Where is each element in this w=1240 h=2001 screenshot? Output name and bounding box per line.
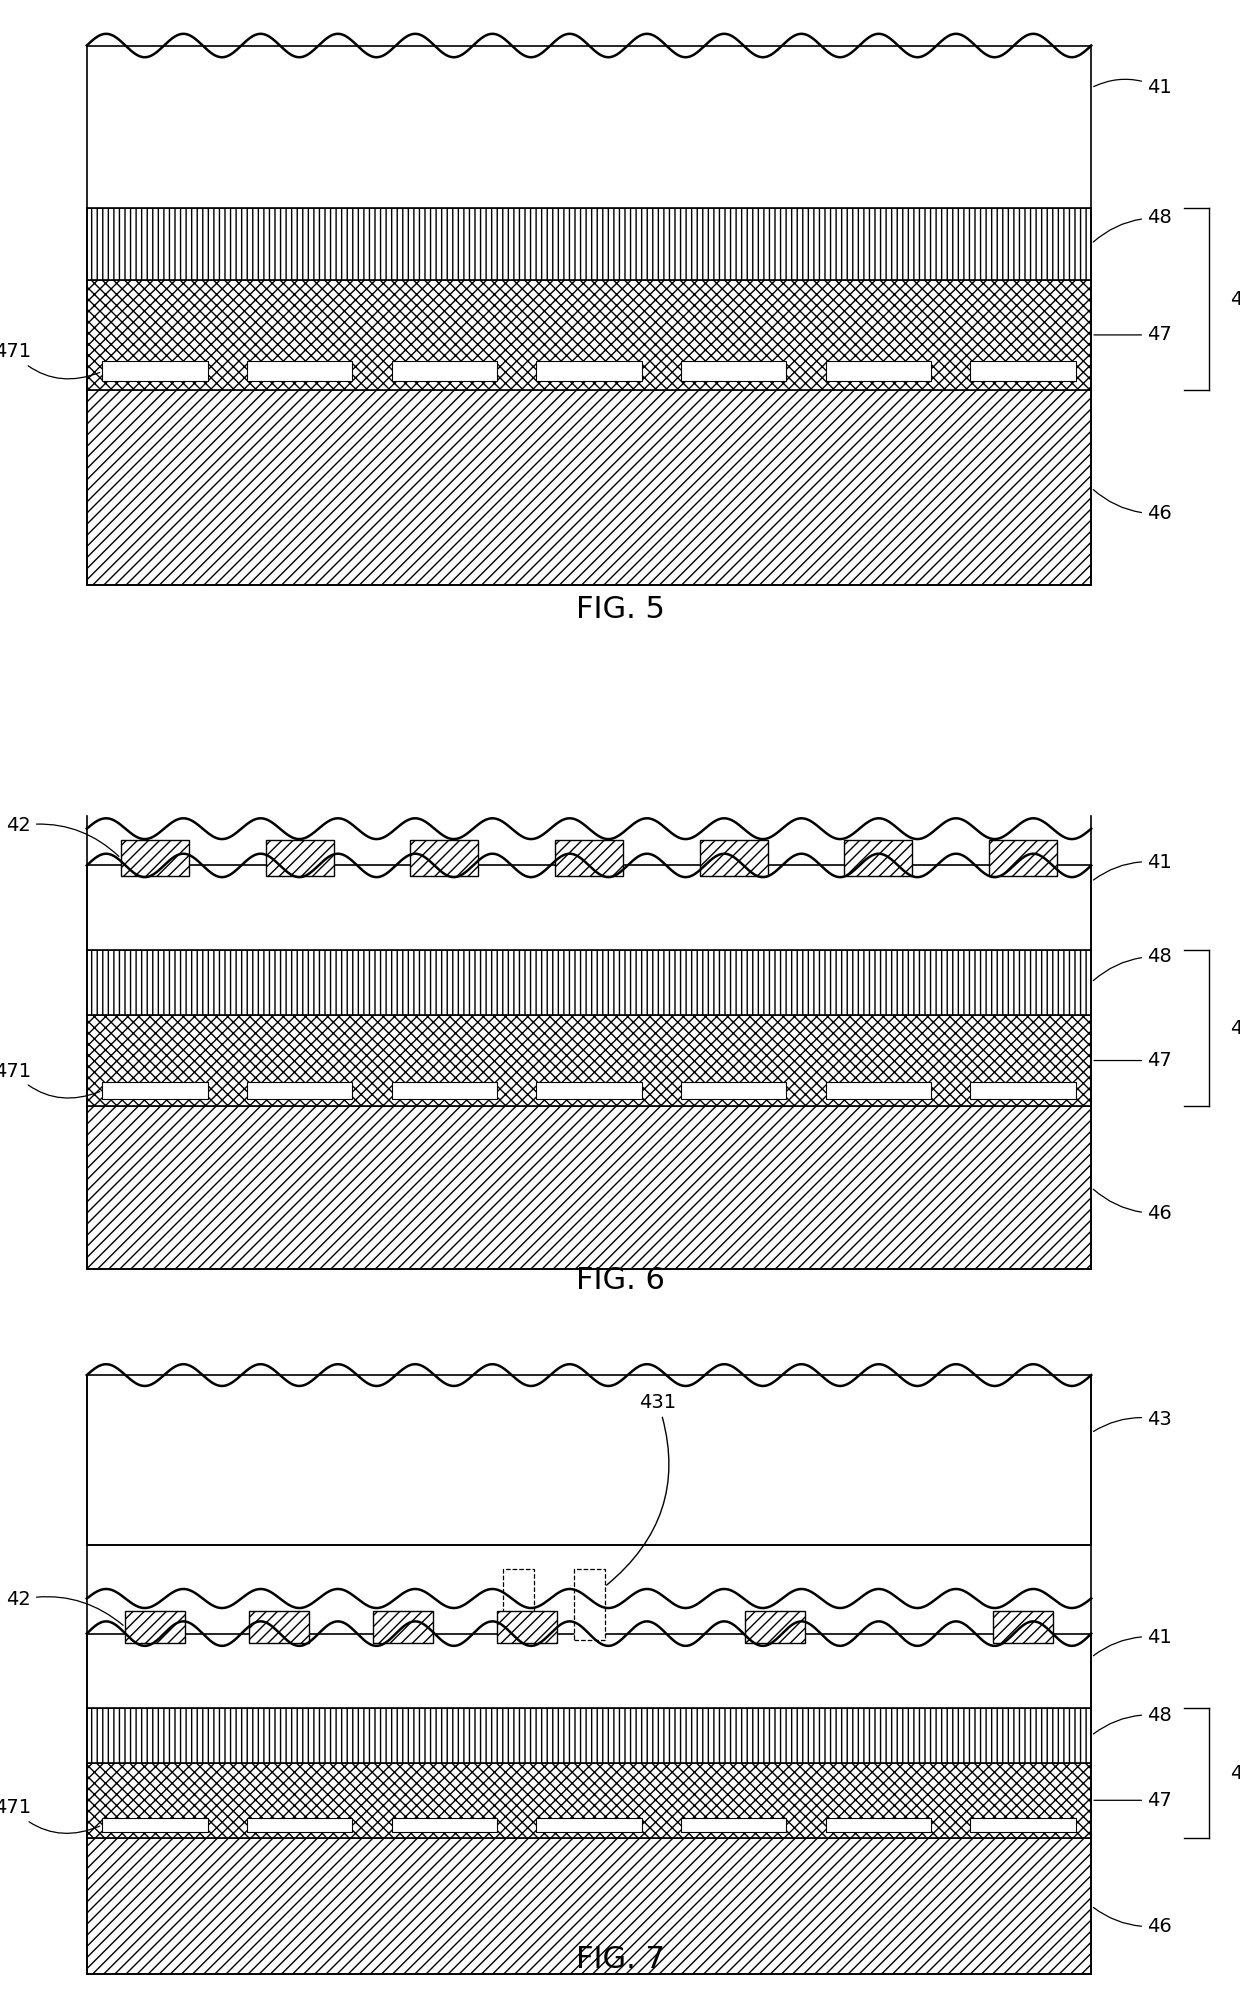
Bar [87,950,1091,1015]
Text: 471: 471 [0,1799,99,1833]
Text: 42: 42 [6,816,119,856]
Bar [970,1819,1075,1831]
Bar [87,864,1091,950]
Bar [87,1837,1091,1973]
Text: FIG. 6: FIG. 6 [575,1267,665,1295]
Bar [87,208,1091,280]
Bar [392,362,497,382]
Text: 41: 41 [1094,1627,1172,1655]
Bar [681,1083,786,1099]
Bar [497,1611,557,1643]
Bar [699,840,768,876]
Bar [392,1819,497,1831]
Bar [102,362,207,382]
Text: 41: 41 [1094,852,1172,880]
Bar [122,840,188,876]
Text: 42: 42 [6,1591,123,1625]
Bar [503,1569,534,1641]
Bar [536,362,642,382]
Bar [87,1763,1091,1837]
Bar [681,362,786,382]
Text: 41: 41 [1094,78,1172,98]
Bar [87,46,1091,208]
Bar [247,362,352,382]
Text: 40: 40 [1230,1019,1240,1037]
Text: 471: 471 [0,342,99,378]
Bar [87,280,1091,390]
Text: 40: 40 [1230,290,1240,308]
Text: 47: 47 [1094,326,1172,344]
Bar [247,1819,352,1831]
Text: 471: 471 [0,1063,99,1099]
Text: 48: 48 [1094,1705,1172,1735]
Text: FIG. 5: FIG. 5 [575,596,665,624]
Bar [87,1633,1091,1709]
Text: 46: 46 [1094,490,1172,522]
Bar [970,1083,1075,1099]
Bar [87,1709,1091,1763]
Text: 431: 431 [606,1393,676,1585]
Text: 47: 47 [1094,1051,1172,1071]
Text: 46: 46 [1094,1907,1172,1935]
Bar [970,362,1075,382]
Bar [87,390,1091,584]
Bar [844,840,913,876]
Bar [125,1611,185,1643]
Bar [826,1819,931,1831]
Bar [536,1083,642,1099]
Bar [87,1375,1091,1545]
Text: 48: 48 [1094,946,1172,980]
Bar [373,1611,433,1643]
Bar [826,1083,931,1099]
Bar [247,1083,352,1099]
Bar [536,1819,642,1831]
Bar [745,1611,805,1643]
Bar [993,1611,1053,1643]
Text: 46: 46 [1094,1189,1172,1223]
Bar [410,840,479,876]
Bar [265,840,334,876]
Text: 48: 48 [1094,208,1172,242]
Bar [87,1015,1091,1107]
Bar [556,840,622,876]
Bar [392,1083,497,1099]
Text: FIG. 7: FIG. 7 [575,1945,665,1973]
Bar [87,1107,1091,1269]
Text: 47: 47 [1094,1791,1172,1809]
Bar [102,1083,207,1099]
Text: 40: 40 [1230,1763,1240,1783]
Bar [102,1819,207,1831]
Bar [826,362,931,382]
Bar [573,1569,605,1641]
Bar [990,840,1058,876]
Bar [249,1611,309,1643]
Bar [681,1819,786,1831]
Text: 43: 43 [1094,1411,1172,1431]
